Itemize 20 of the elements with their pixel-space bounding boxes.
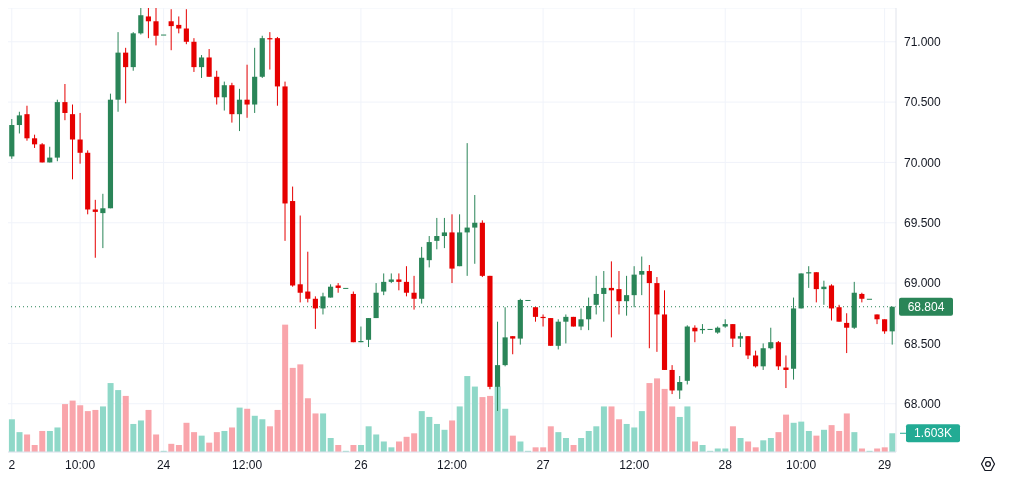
x-tick-label: 29	[877, 457, 892, 472]
y-tick-label: 70.500	[904, 95, 942, 110]
x-tick-label: 2	[8, 457, 16, 472]
x-tick-label: 12:00	[436, 457, 468, 472]
x-tick-label: 10:00	[786, 457, 817, 472]
x-tick-label: 12:00	[232, 457, 263, 472]
y-tick-label: 68.500	[904, 336, 942, 351]
y2-tick-label: 1.603K	[913, 426, 953, 441]
x-tick-label: 28	[718, 457, 733, 472]
y-tick-label: 69.500	[904, 216, 942, 231]
x-tick-label: 27	[536, 457, 551, 472]
y-tick-label: 70.000	[904, 155, 942, 170]
ref-line-label: 68.804	[907, 299, 945, 314]
y-tick-label: 71.000	[904, 35, 942, 50]
y-tick-label: 69.000	[904, 276, 942, 291]
y-tick-label: 68.000	[904, 397, 942, 411]
x-tick-label: 24	[156, 457, 171, 472]
x-tick-label: 12:00	[619, 457, 650, 472]
x-tick-label: 26	[354, 457, 368, 472]
x-tick-label: 10:00	[65, 457, 96, 472]
